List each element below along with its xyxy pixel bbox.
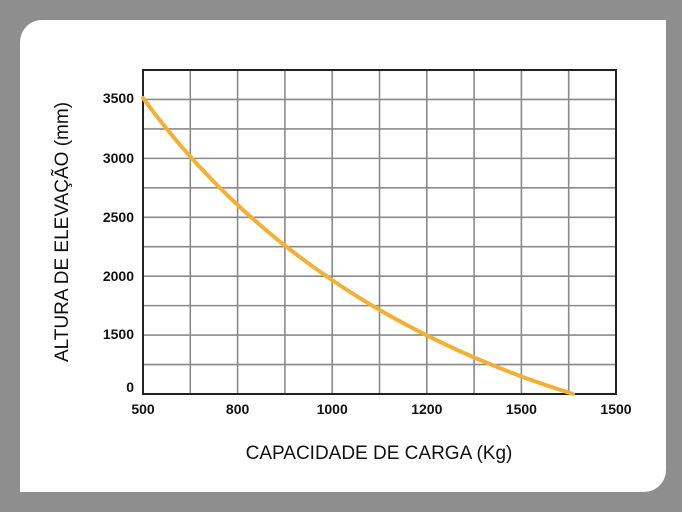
y-tick-label: 0 xyxy=(126,379,134,395)
y-tick-label: 2000 xyxy=(103,268,134,284)
y-tick-label: 1500 xyxy=(103,326,134,342)
y-tick-label: 2500 xyxy=(103,209,134,225)
y-tick-labels: 0 1500 2000 2500 3000 3500 xyxy=(103,90,134,395)
x-tick-label: 500 xyxy=(131,401,155,417)
grid-lines xyxy=(143,70,616,394)
x-tick-label: 1500 xyxy=(600,401,631,417)
x-tick-label: 1500 xyxy=(506,401,537,417)
y-axis-label: ALTURA DE ELEVAÇÃO (mm) xyxy=(51,102,73,362)
x-tick-label: 800 xyxy=(226,401,250,417)
y-tick-label: 3500 xyxy=(103,90,134,106)
y-tick-label: 3000 xyxy=(103,150,134,166)
plot-frame xyxy=(142,69,617,395)
x-axis-label: CAPACIDADE DE CARGA (Kg) xyxy=(246,443,513,464)
x-tick-label: 1200 xyxy=(411,401,442,417)
series-line xyxy=(141,96,575,396)
x-tick-label: 1000 xyxy=(317,401,348,417)
x-tick-labels: 500 800 1000 1200 1500 1500 xyxy=(131,401,631,417)
